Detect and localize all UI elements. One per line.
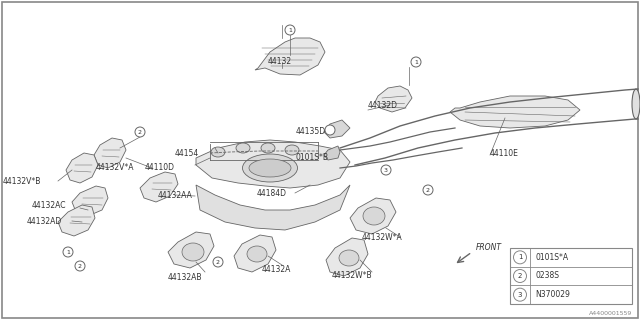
Polygon shape	[234, 235, 276, 272]
Circle shape	[213, 257, 223, 267]
Polygon shape	[350, 198, 396, 234]
Text: 2: 2	[518, 273, 522, 279]
Ellipse shape	[211, 147, 225, 157]
Text: 0101S*B: 0101S*B	[296, 154, 329, 163]
Ellipse shape	[285, 145, 299, 155]
Text: 1: 1	[288, 28, 292, 33]
Text: 44110E: 44110E	[490, 148, 519, 157]
Text: 44132AC: 44132AC	[32, 202, 67, 211]
Ellipse shape	[363, 207, 385, 225]
Polygon shape	[255, 38, 325, 75]
Text: 44132W*A: 44132W*A	[362, 233, 403, 242]
Circle shape	[285, 25, 295, 35]
Polygon shape	[375, 86, 412, 112]
Text: 0238S: 0238S	[535, 271, 559, 281]
Ellipse shape	[632, 89, 640, 119]
Polygon shape	[140, 172, 178, 202]
Text: 44132A: 44132A	[262, 266, 291, 275]
Text: 1: 1	[414, 60, 418, 65]
Polygon shape	[196, 185, 350, 230]
Text: 44132W*B: 44132W*B	[332, 270, 372, 279]
Polygon shape	[72, 186, 108, 216]
Text: 1: 1	[518, 254, 522, 260]
Text: 44132AB: 44132AB	[168, 274, 202, 283]
Circle shape	[513, 251, 527, 264]
Polygon shape	[326, 238, 368, 276]
Polygon shape	[324, 146, 340, 160]
Text: 44132V*A: 44132V*A	[96, 164, 134, 172]
Text: 3: 3	[384, 167, 388, 172]
Text: 44132AA: 44132AA	[158, 191, 193, 201]
Circle shape	[513, 288, 527, 301]
Text: 44132AD: 44132AD	[27, 217, 62, 226]
Circle shape	[135, 127, 145, 137]
Polygon shape	[450, 96, 580, 128]
Bar	[510, 248, 632, 304]
Circle shape	[411, 57, 421, 67]
Polygon shape	[324, 120, 350, 138]
Text: 1: 1	[66, 250, 70, 254]
Polygon shape	[168, 232, 214, 268]
Text: 44132: 44132	[268, 58, 292, 67]
Circle shape	[381, 165, 391, 175]
Text: 0101S*A: 0101S*A	[535, 253, 568, 262]
Circle shape	[423, 185, 433, 195]
Text: 3: 3	[518, 292, 522, 298]
Text: 2: 2	[78, 263, 82, 268]
Circle shape	[63, 247, 73, 257]
Circle shape	[513, 269, 527, 283]
Text: N370029: N370029	[535, 290, 570, 299]
Ellipse shape	[182, 243, 204, 261]
Ellipse shape	[247, 246, 267, 262]
Ellipse shape	[261, 143, 275, 153]
Text: 44132V*B: 44132V*B	[3, 177, 42, 186]
Ellipse shape	[236, 143, 250, 153]
Text: 44135D: 44135D	[296, 126, 326, 135]
Ellipse shape	[339, 250, 359, 266]
Polygon shape	[94, 138, 126, 168]
Text: 44154: 44154	[175, 148, 199, 157]
Circle shape	[75, 261, 85, 271]
Text: FRONT: FRONT	[476, 244, 502, 252]
Text: 44184D: 44184D	[257, 188, 287, 197]
Polygon shape	[66, 153, 98, 183]
Text: 2: 2	[426, 188, 430, 193]
Text: 2: 2	[216, 260, 220, 265]
Text: 44110D: 44110D	[145, 163, 175, 172]
Circle shape	[325, 125, 335, 135]
Ellipse shape	[249, 159, 291, 177]
Text: 44132D: 44132D	[368, 100, 398, 109]
Text: A4400001559: A4400001559	[589, 311, 632, 316]
Text: 2: 2	[138, 130, 142, 134]
Polygon shape	[58, 205, 95, 236]
Polygon shape	[196, 140, 350, 188]
Ellipse shape	[243, 154, 298, 182]
